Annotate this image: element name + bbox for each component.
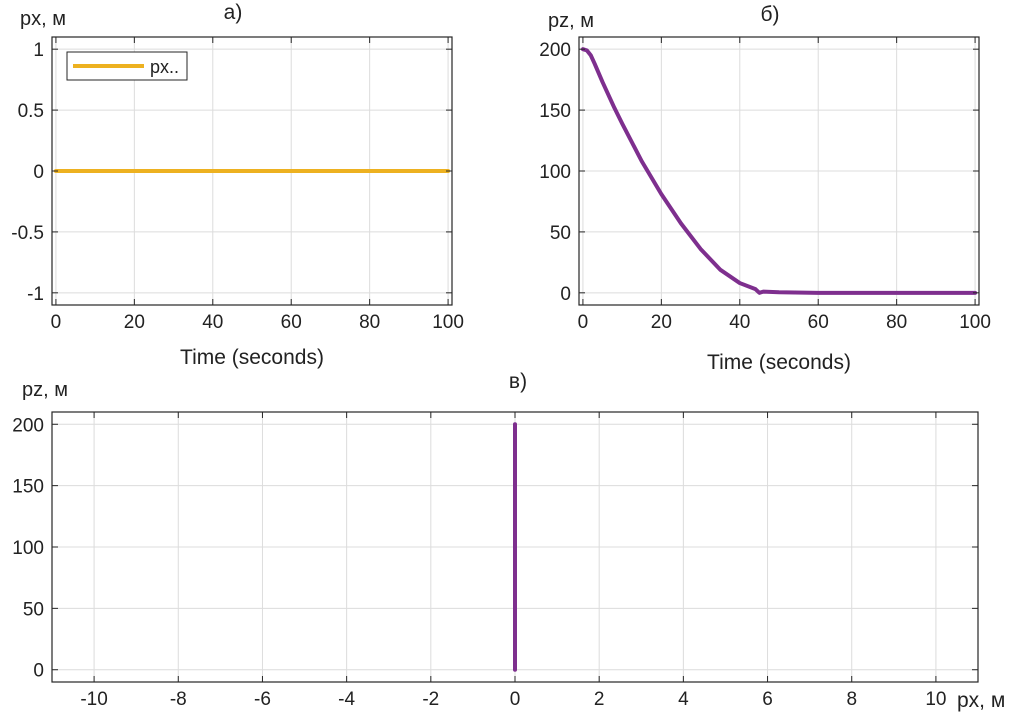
x-tick-label: 40 <box>729 312 750 333</box>
y-tick-label: -0.5 <box>11 223 44 244</box>
x-tick-label: 80 <box>886 312 907 333</box>
subplot-c-ylabel: pz, м <box>22 379 68 401</box>
y-tick-label: 100 <box>539 162 571 183</box>
x-tick-label: 20 <box>124 312 145 333</box>
y-tick-label: 100 <box>12 538 44 559</box>
x-tick-label: -2 <box>422 689 439 710</box>
subplot-c: в) pz, м -10 -8 -6 -4 -2 0 2 4 6 8 10200150100500 … <box>12 370 1005 712</box>
subplot-a-title: а) <box>224 1 243 24</box>
legend-entry-px: px.. <box>150 57 179 77</box>
x-tick-label: 0 <box>51 312 62 333</box>
x-tick-label: 4 <box>678 689 689 710</box>
subplot-a-xlabel: Time (seconds) <box>180 346 324 369</box>
subplot-b-xlabel: Time (seconds) <box>707 351 851 374</box>
y-tick-label: -1 <box>27 284 44 305</box>
y-tick-label: 50 <box>550 223 571 244</box>
x-tick-label: 60 <box>281 312 302 333</box>
subplot-b: б) pz, м 0 20 40 60 80 100 200 150 100 50 0 Time (… <box>539 3 991 374</box>
y-tick-label: 150 <box>539 101 571 122</box>
series-line-pz <box>580 47 978 295</box>
subplot-c-title: в) <box>509 370 527 393</box>
y-tick-label: 50 <box>23 599 44 620</box>
x-tick-label: 8 <box>846 689 857 710</box>
x-tick-label: -4 <box>338 689 355 710</box>
y-tick-label: 0 <box>560 284 571 305</box>
x-tick-label: 100 <box>959 312 991 333</box>
y-tick-label: 150 <box>12 477 44 498</box>
subplot-b-title: б) <box>760 3 779 26</box>
x-tick-label: 20 <box>651 312 672 333</box>
x-tick-label: -10 <box>80 689 107 710</box>
y-tick-label: 200 <box>12 415 44 436</box>
y-tick-label: 0.5 <box>18 101 44 122</box>
subplot-c-xlabel: px, м <box>957 689 1005 712</box>
y-tick-label: 0 <box>33 162 44 183</box>
x-tick-label: 0 <box>510 689 521 710</box>
x-tick-label: -6 <box>254 689 271 710</box>
x-tick-label: 6 <box>762 689 773 710</box>
x-tick-label: 10 <box>925 689 946 710</box>
x-tick-label: 40 <box>202 312 223 333</box>
x-tick-label: 100 <box>432 312 464 333</box>
y-tick-label: 200 <box>539 40 571 61</box>
subplot-a: а) px, м 0 20 40 60 80 100 1 0.5 0 -0.5 -1 px.. Ti… <box>11 1 464 369</box>
x-tick-label: 60 <box>808 312 829 333</box>
subplot-a-ylabel: px, м <box>20 8 66 30</box>
x-tick-label: -8 <box>170 689 187 710</box>
subplot-b-ylabel: pz, м <box>548 10 594 32</box>
x-tick-label: 2 <box>594 689 605 710</box>
y-tick-label: 1 <box>33 40 44 61</box>
y-tick-label: 0 <box>33 661 44 682</box>
subplot-a-legend: px.. <box>66 51 188 81</box>
x-tick-label: 80 <box>359 312 380 333</box>
x-tick-label: 0 <box>578 312 589 333</box>
